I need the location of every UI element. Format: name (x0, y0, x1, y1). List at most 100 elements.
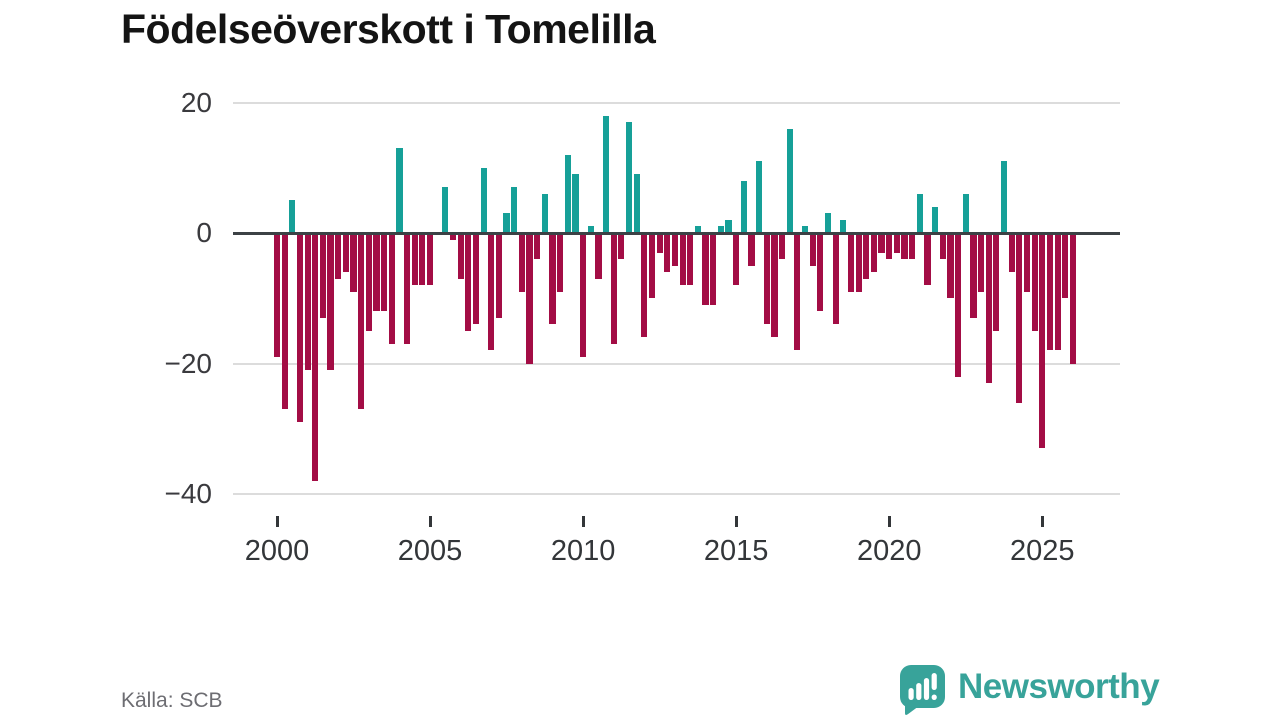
x-tick-label: 2020 (856, 535, 922, 567)
bar (886, 233, 893, 260)
bar (580, 233, 587, 357)
x-tick (275, 516, 279, 527)
bar (870, 233, 878, 273)
bar (855, 233, 862, 292)
bar (342, 233, 349, 273)
bar (794, 233, 801, 351)
bar (457, 233, 464, 279)
bar (572, 174, 579, 233)
page-title: Födelseöverskott i Tomelilla (121, 6, 656, 52)
bar (786, 128, 793, 233)
bar (932, 206, 939, 233)
bar (740, 180, 747, 233)
newsworthy-logo-icon (898, 664, 946, 716)
bar (1054, 233, 1061, 351)
bar (679, 233, 686, 286)
y-tick-label: −20 (164, 347, 213, 379)
bar (442, 187, 449, 233)
bar (296, 233, 304, 423)
bar (350, 233, 357, 292)
x-tick-label: 2000 (244, 535, 310, 567)
bar (289, 200, 296, 233)
bar (281, 233, 288, 410)
bar (602, 115, 610, 233)
x-tick (428, 516, 432, 527)
bar (840, 219, 847, 233)
bar (587, 226, 594, 233)
bar (465, 233, 472, 331)
source-note: Källa: SCB (121, 689, 223, 712)
bar (396, 148, 403, 233)
bar (756, 161, 763, 233)
bar (625, 122, 633, 233)
x-tick (581, 516, 585, 527)
bar (1062, 233, 1069, 299)
y-tick-label: −40 (164, 478, 213, 509)
bar (648, 233, 656, 299)
bar (1008, 233, 1015, 273)
bar (419, 233, 426, 286)
bar (694, 226, 701, 233)
x-tick-label: 2025 (1010, 535, 1075, 567)
brand-logo[interactable]: Newsworthy (898, 664, 1160, 716)
x-tick (1040, 516, 1044, 527)
bar (610, 233, 617, 344)
bar (480, 167, 487, 233)
bar (335, 233, 342, 279)
bar (733, 233, 740, 286)
bar (970, 233, 977, 318)
bar (656, 233, 663, 253)
bar (909, 233, 916, 260)
bar (801, 226, 809, 233)
bar (748, 233, 755, 266)
bar (893, 233, 900, 253)
y-tick-label: 0 (196, 217, 212, 248)
x-tick-label: 2010 (550, 535, 616, 567)
bar (847, 233, 855, 292)
bar (1069, 233, 1076, 364)
bar (503, 213, 510, 233)
bar (939, 233, 946, 260)
bar (411, 233, 418, 286)
bar (618, 233, 625, 260)
bar (809, 233, 816, 266)
bar (1031, 233, 1038, 331)
bar (511, 187, 518, 233)
bar (771, 233, 778, 338)
bar (373, 233, 380, 312)
bar (962, 193, 969, 233)
bar (365, 233, 372, 331)
bar (717, 226, 724, 233)
bar (633, 174, 640, 233)
bar (381, 233, 388, 312)
y-tick-label: 20 (180, 86, 212, 118)
bar (595, 233, 602, 279)
bar (916, 193, 923, 233)
bar (641, 233, 648, 338)
bar (319, 233, 326, 318)
x-tick-label: 2005 (397, 535, 463, 567)
bar (1046, 233, 1054, 351)
x-tick-label: 2015 (703, 535, 769, 567)
bar (312, 233, 319, 481)
bar (1000, 161, 1008, 233)
bar (778, 233, 786, 260)
bar (304, 233, 311, 371)
bar (541, 193, 548, 233)
bar (687, 233, 694, 286)
bar (977, 233, 985, 292)
bar (518, 233, 525, 292)
bar (710, 233, 717, 305)
bar (358, 233, 365, 410)
gridline (233, 493, 1120, 495)
bar (534, 233, 541, 260)
bar (1023, 233, 1031, 292)
bar (1039, 233, 1046, 449)
x-tick (887, 516, 891, 527)
bar (824, 213, 832, 233)
bar (549, 233, 556, 325)
bar (526, 233, 533, 364)
bar (863, 233, 870, 279)
bar (426, 233, 434, 286)
